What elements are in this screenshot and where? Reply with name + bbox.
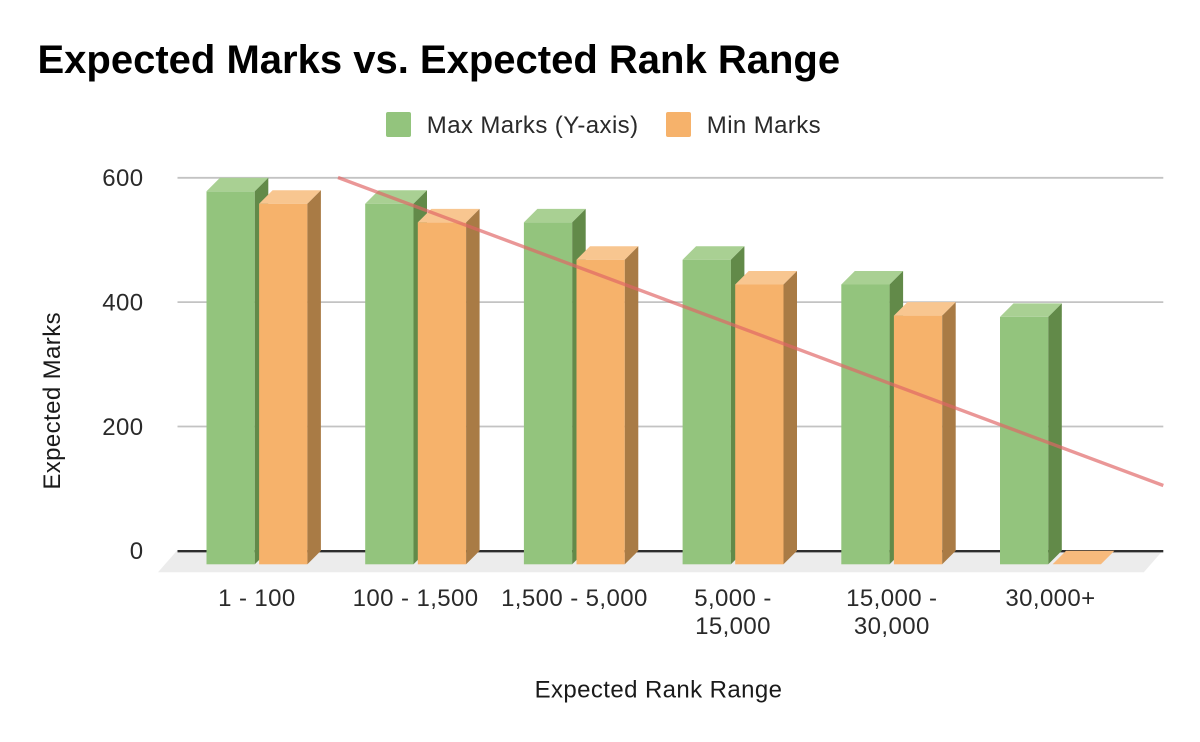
svg-text:100 - 1,500: 100 - 1,500 xyxy=(353,585,479,612)
svg-text:30,000+: 30,000+ xyxy=(1005,585,1095,612)
svg-text:1,500 - 5,000: 1,500 - 5,000 xyxy=(501,585,648,612)
svg-text:Max Marks (Y-axis): Max Marks (Y-axis) xyxy=(427,112,639,139)
svg-text:400: 400 xyxy=(102,290,143,317)
svg-text:5,000 -: 5,000 - xyxy=(694,585,772,612)
svg-text:Min Marks: Min Marks xyxy=(707,112,821,139)
svg-text:1 - 100: 1 - 100 xyxy=(218,585,296,612)
svg-text:600: 600 xyxy=(102,165,143,192)
svg-text:15,000 -: 15,000 - xyxy=(846,585,937,612)
svg-text:Expected Rank Range: Expected Rank Range xyxy=(535,676,783,703)
svg-text:15,000: 15,000 xyxy=(695,613,771,640)
svg-text:0: 0 xyxy=(130,538,144,565)
svg-text:200: 200 xyxy=(102,414,143,441)
svg-text:Expected Marks vs. Expected Ra: Expected Marks vs. Expected Rank Range xyxy=(38,38,841,82)
svg-text:30,000: 30,000 xyxy=(854,613,930,640)
svg-text:Expected Marks: Expected Marks xyxy=(39,312,66,490)
